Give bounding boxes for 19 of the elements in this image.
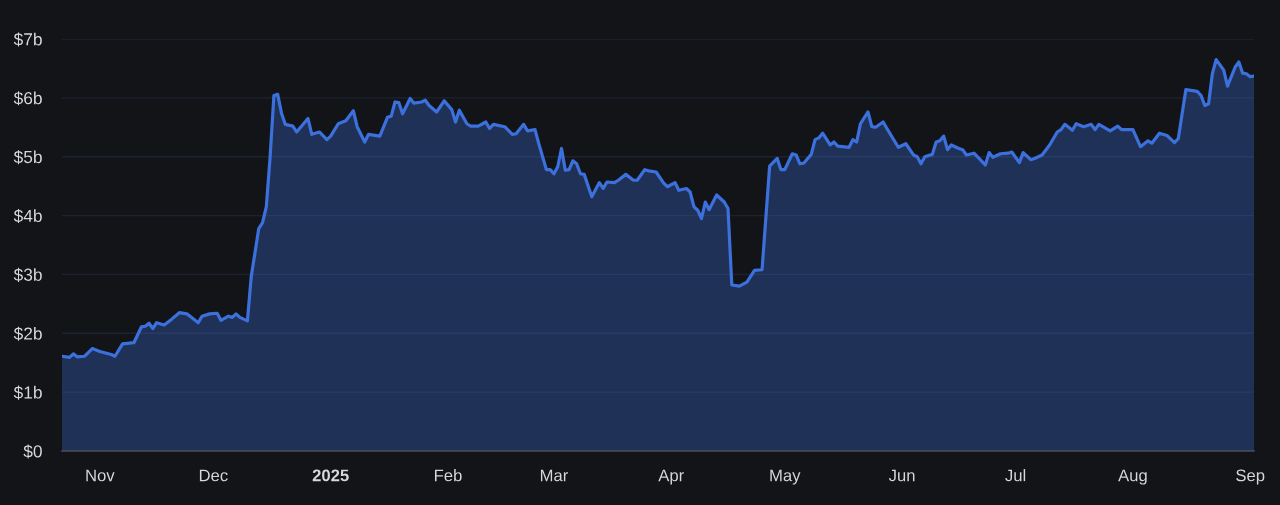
x-tick-label: 2025 [312, 469, 349, 482]
y-tick-label: $0 [23, 444, 42, 459]
y-tick-label: $3b [13, 267, 42, 282]
y-tick-label: $4b [13, 209, 42, 224]
x-tick-label: Sep [1236, 469, 1265, 485]
y-tick-label: $1b [13, 385, 42, 400]
y-tick-label: $7b [13, 32, 42, 47]
x-tick-label: Aug [1118, 469, 1147, 485]
x-tick-label: Apr [658, 469, 684, 485]
x-tick-label: Mar [540, 469, 569, 482]
x-tick-label: Jun [888, 469, 915, 482]
x-tick-label: May [770, 469, 801, 485]
x-tick-label: Feb [434, 469, 462, 482]
x-tick-label: Dec [199, 469, 228, 482]
y-tick-label: $5b [13, 150, 42, 165]
y-tick-label: $2b [13, 326, 42, 341]
y-tick-label: $6b [13, 91, 42, 106]
x-tick-label: Nov [86, 469, 115, 482]
x-tick-label: Jul [1005, 469, 1026, 482]
